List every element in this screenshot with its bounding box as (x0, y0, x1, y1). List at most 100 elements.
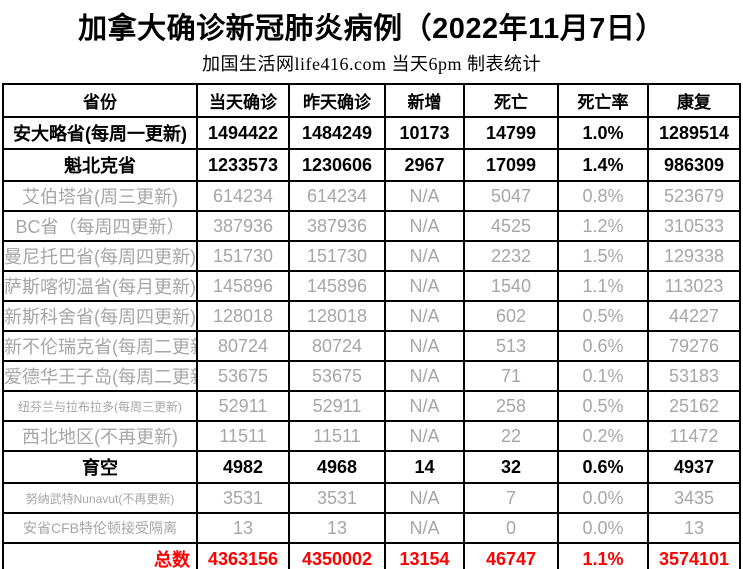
cell-deaths: 258 (463, 390, 559, 422)
cell-province: 新不伦瑞克省(每周二更新) (2, 330, 198, 362)
col-recovered: 康复 (647, 83, 741, 118)
cell-province: 曼尼托巴省(每周四更新) (2, 240, 198, 272)
col-death-rate: 死亡率 (557, 83, 649, 118)
cell-recovered: 986309 (647, 148, 741, 182)
cell-today-confirmed: 1233573 (196, 148, 290, 182)
cell-yesterday-confirmed: 145896 (288, 270, 386, 302)
cell-death-rate: 0.6% (557, 330, 649, 362)
cell-province: 总数 (2, 542, 198, 569)
cell-new-cases: N/A (384, 482, 465, 514)
cell-yesterday-confirmed: 4350002 (288, 542, 386, 569)
cell-province: 艾伯塔省(周三更新) (2, 180, 198, 212)
cell-recovered: 13 (647, 512, 741, 544)
cell-recovered: 129338 (647, 240, 741, 272)
cell-province: 萨斯喀彻温省(每月更新) (2, 270, 198, 302)
cell-recovered: 53183 (647, 360, 741, 392)
cell-today-confirmed: 80724 (196, 330, 290, 362)
cell-yesterday-confirmed: 11511 (288, 420, 386, 452)
cell-death-rate: 1.2% (557, 210, 649, 242)
table-row: 魁北克省 1233573 1230606 2967 17099 1.4% 986309 (2, 148, 741, 182)
covid-stats-table: 省份 当天确诊 昨天确诊 新增 死亡 死亡率 康复 安大略省(每周一更新) 1494422 14… (2, 83, 741, 569)
cell-recovered: 25162 (647, 390, 741, 422)
covid-report-page: 加拿大确诊新冠肺炎病例（2022年11月7日） 加国生活网life416.com… (0, 5, 743, 569)
cell-today-confirmed: 11511 (196, 420, 290, 452)
table-row: 曼尼托巴省(每周四更新) 151730 151730 N/A 2232 1.5% 12933… (2, 240, 741, 272)
col-yesterday-confirmed: 昨天确诊 (288, 83, 386, 118)
table-row: 纽芬兰与拉布拉多(每周三更新) 52911 52911 N/A 258 0.5% 25162 (2, 390, 741, 422)
cell-new-cases: N/A (384, 512, 465, 544)
table-row: 萨斯喀彻温省(每月更新) 145896 145896 N/A 1540 1.1% 11302… (2, 270, 741, 302)
table-row: BC省（每周四更新） 387936 387936 N/A 4525 1.2% 310533 (2, 210, 741, 242)
cell-new-cases: 14 (384, 450, 465, 484)
cell-province: BC省（每周四更新） (2, 210, 198, 242)
cell-deaths: 602 (463, 300, 559, 332)
cell-province: 育空 (2, 450, 198, 484)
cell-today-confirmed: 52911 (196, 390, 290, 422)
cell-yesterday-confirmed: 80724 (288, 330, 386, 362)
table-row: 艾伯塔省(周三更新) 614234 614234 N/A 5047 0.8% 523679 (2, 180, 741, 212)
cell-recovered: 3574101 (647, 542, 741, 569)
cell-province: 努纳武特Nunavut(不再更新) (2, 482, 198, 514)
cell-deaths: 14799 (463, 116, 559, 150)
cell-yesterday-confirmed: 1230606 (288, 148, 386, 182)
cell-death-rate: 0.1% (557, 360, 649, 392)
table-row: 新不伦瑞克省(每周二更新) 80724 80724 N/A 513 0.6% 79276 (2, 330, 741, 362)
cell-new-cases: N/A (384, 330, 465, 362)
table-row: 努纳武特Nunavut(不再更新) 3531 3531 N/A 7 0.0% 3435 (2, 482, 741, 514)
cell-province: 西北地区(不再更新) (2, 420, 198, 452)
cell-yesterday-confirmed: 128018 (288, 300, 386, 332)
cell-death-rate: 1.5% (557, 240, 649, 272)
cell-yesterday-confirmed: 3531 (288, 482, 386, 514)
cell-death-rate: 1.1% (557, 542, 649, 569)
cell-death-rate: 0.0% (557, 482, 649, 514)
cell-deaths: 71 (463, 360, 559, 392)
col-today-confirmed: 当天确诊 (196, 83, 290, 118)
cell-today-confirmed: 387936 (196, 210, 290, 242)
cell-death-rate: 0.2% (557, 420, 649, 452)
cell-today-confirmed: 53675 (196, 360, 290, 392)
cell-today-confirmed: 151730 (196, 240, 290, 272)
cell-new-cases: N/A (384, 180, 465, 212)
cell-new-cases: N/A (384, 270, 465, 302)
cell-death-rate: 1.0% (557, 116, 649, 150)
cell-deaths: 5047 (463, 180, 559, 212)
page-subtitle: 加国生活网life416.com 当天6pm 制表统计 (202, 54, 541, 74)
cell-death-rate: 0.5% (557, 300, 649, 332)
cell-deaths: 7 (463, 482, 559, 514)
cell-deaths: 2232 (463, 240, 559, 272)
cell-today-confirmed: 13 (196, 512, 290, 544)
cell-yesterday-confirmed: 614234 (288, 180, 386, 212)
cell-yesterday-confirmed: 52911 (288, 390, 386, 422)
cell-yesterday-confirmed: 53675 (288, 360, 386, 392)
cell-yesterday-confirmed: 151730 (288, 240, 386, 272)
cell-today-confirmed: 614234 (196, 180, 290, 212)
cell-yesterday-confirmed: 13 (288, 512, 386, 544)
cell-deaths: 32 (463, 450, 559, 484)
cell-death-rate: 0.5% (557, 390, 649, 422)
total-row: 总数 4363156 4350002 13154 46747 1.1% 3574101 (2, 542, 741, 569)
page-title: 加拿大确诊新冠肺炎病例（2022年11月7日） (78, 13, 665, 45)
table-body: 安大略省(每周一更新) 1494422 1484249 10173 14799 1.0% 1… (2, 116, 741, 569)
table-row: 新斯科舍省(每周四更新) 128018 128018 N/A 602 0.5% 44227 (2, 300, 741, 332)
table-row: 安大略省(每周一更新) 1494422 1484249 10173 14799 1.0% 1… (2, 116, 741, 150)
table-row: 爱德华王子岛(每周二更新) 53675 53675 N/A 71 0.1% 53183 (2, 360, 741, 392)
cell-province: 纽芬兰与拉布拉多(每周三更新) (2, 390, 198, 422)
cell-yesterday-confirmed: 387936 (288, 210, 386, 242)
cell-province: 安大略省(每周一更新) (2, 116, 198, 150)
cell-recovered: 11472 (647, 420, 741, 452)
cell-death-rate: 0.0% (557, 512, 649, 544)
cell-recovered: 3435 (647, 482, 741, 514)
cell-deaths: 22 (463, 420, 559, 452)
cell-yesterday-confirmed: 1484249 (288, 116, 386, 150)
table-row: 安省CFB特伦顿接受隔离 13 13 N/A 0 0.0% 13 (2, 512, 741, 544)
cell-recovered: 44227 (647, 300, 741, 332)
header-row: 省份 当天确诊 昨天确诊 新增 死亡 死亡率 康复 (2, 83, 741, 118)
cell-today-confirmed: 1494422 (196, 116, 290, 150)
cell-today-confirmed: 3531 (196, 482, 290, 514)
cell-new-cases: N/A (384, 300, 465, 332)
cell-today-confirmed: 4363156 (196, 542, 290, 569)
cell-province: 安省CFB特伦顿接受隔离 (2, 512, 198, 544)
cell-recovered: 310533 (647, 210, 741, 242)
cell-death-rate: 1.4% (557, 148, 649, 182)
cell-today-confirmed: 128018 (196, 300, 290, 332)
